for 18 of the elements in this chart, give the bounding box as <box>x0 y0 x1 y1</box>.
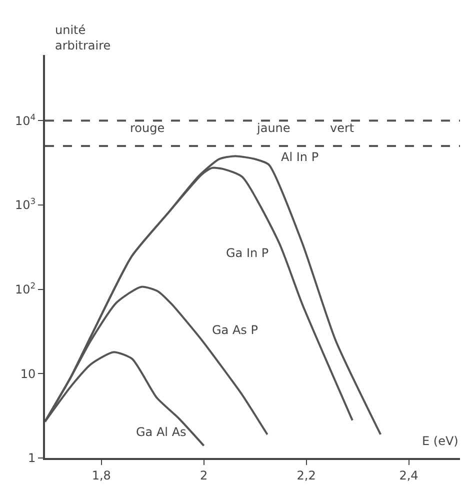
x-tick-label: 2 <box>200 468 208 482</box>
annotation: rouge <box>130 121 165 135</box>
series-label: Ga In P <box>226 246 269 260</box>
y-axis-title: unité arbitraire <box>55 23 111 53</box>
x-tick-label: 2,2 <box>296 468 316 482</box>
series-label: Al In P <box>281 150 319 164</box>
annotation: jaune <box>256 121 290 135</box>
y-tick-label: 1 <box>28 451 36 466</box>
y-tick-label: 10$^{3}$ <box>14 196 36 212</box>
series-label: Ga As P <box>212 323 258 337</box>
y-tick-label: 10$^{2}$ <box>14 280 36 297</box>
y-tick-label: 10 <box>20 366 36 381</box>
series-label: Ga Al As <box>136 425 186 439</box>
x-tick-label: 1,8 <box>92 468 111 482</box>
y-tick-label: 10$^{4}$ <box>14 112 36 128</box>
x-axis-title: E (eV) <box>422 434 458 448</box>
x-tick-label: 2,4 <box>399 468 418 482</box>
annotation: vert <box>330 121 354 135</box>
